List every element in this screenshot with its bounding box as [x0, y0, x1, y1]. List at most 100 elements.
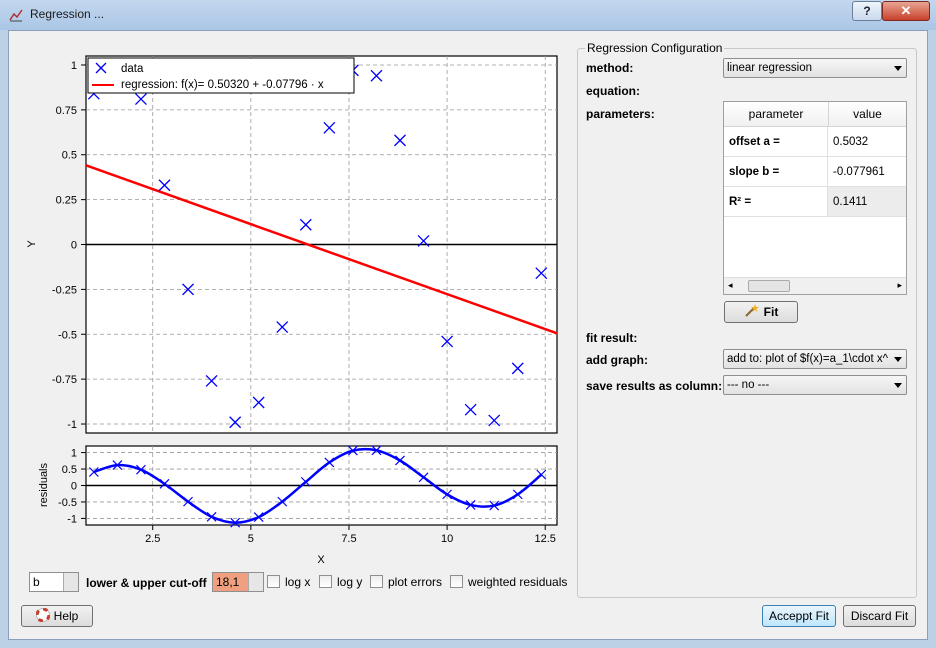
y-tick-label: 0.75	[56, 105, 77, 117]
add-graph-label: add graph:	[586, 353, 648, 367]
column-header-parameter[interactable]: parameter	[724, 102, 829, 127]
residual-point	[536, 469, 547, 480]
legend-data-marker	[95, 62, 107, 74]
window-title: Regression ...	[30, 7, 105, 21]
y-tick-label: 0.5	[62, 150, 77, 162]
method-select[interactable]: linear regression	[723, 58, 907, 78]
data-point	[323, 121, 336, 134]
residual-point	[230, 517, 241, 528]
regression-plot[interactable]: 1 0.75 0.5 0.25 0 -0.25 -0.5 -0.75 -1 1 0.5 0 -0.5 -…	[9, 31, 575, 571]
method-label: method:	[586, 61, 634, 75]
res-y-tick-label: -0.5	[58, 497, 77, 509]
residual-point	[88, 467, 99, 477]
table-scrollbar[interactable]: ◂ ▸	[724, 277, 906, 294]
y-tick-label: -0.5	[58, 329, 77, 341]
residual-point	[183, 496, 193, 507]
dialog-client: 1 0.75 0.5 0.25 0 -0.25 -0.5 -0.75 -1 1 0.5 0 -0.5 -…	[8, 30, 928, 640]
chevron-down-icon	[894, 66, 902, 71]
res-y-tick-label: 0	[71, 481, 77, 493]
data-point	[511, 362, 524, 375]
y-tick-label: 1	[71, 60, 77, 72]
y-tick-label: 0.25	[56, 195, 77, 207]
discard-fit-button[interactable]: Discard Fit	[843, 605, 916, 627]
data-point	[252, 396, 265, 409]
plot-errors-label: plot errors	[388, 575, 443, 589]
data-point	[417, 234, 430, 247]
plot-errors-checkbox[interactable]: plot errors	[370, 575, 442, 589]
spin-arrows-icon[interactable]	[248, 573, 263, 591]
help-button[interactable]: Help	[21, 605, 93, 627]
residual-point	[442, 489, 453, 500]
chevron-down-icon	[894, 357, 902, 362]
parameters-label: parameters:	[586, 107, 655, 121]
log-x-checkbox[interactable]: log x	[267, 575, 310, 589]
close-button[interactable]: ✕	[882, 1, 930, 21]
checkbox-icon	[319, 575, 332, 588]
residual-point	[206, 511, 217, 522]
residual-point	[371, 445, 382, 456]
fit-result-label: fit result:	[586, 331, 638, 345]
equation-label: equation:	[586, 84, 640, 98]
log-y-label: log y	[337, 575, 363, 589]
checkbox-icon	[370, 575, 383, 588]
legend-data-label: data	[121, 63, 144, 75]
param-value-offset[interactable]: 0.5032	[828, 127, 906, 157]
save-results-select[interactable]: --- no ---	[723, 375, 907, 395]
residual-point	[253, 512, 264, 523]
log-y-checkbox[interactable]: log y	[319, 575, 362, 589]
method-value: linear regression	[727, 62, 813, 74]
x-axis-label: X	[317, 554, 325, 566]
weighted-residuals-label: weighted residuals	[468, 575, 568, 589]
upper-cutoff-spinbox[interactable]: 18,1	[212, 572, 264, 592]
residual-point	[347, 445, 358, 456]
data-point	[394, 134, 406, 147]
y-axis-label: Y	[26, 240, 38, 248]
residual-point	[300, 476, 311, 487]
add-graph-value: add to: plot of $f(x)=a_1\cdot x^	[727, 353, 889, 365]
x-tick-label: 7.5	[341, 533, 356, 545]
residual-point	[395, 455, 405, 466]
save-results-label: save results as column:	[586, 379, 723, 393]
help-button-label: Help	[53, 609, 79, 623]
lower-cutoff-spinbox[interactable]: b	[29, 572, 79, 592]
param-name-slope: slope b =	[724, 157, 828, 187]
scroll-right-icon[interactable]: ▸	[897, 280, 902, 290]
cutoff-label: lower & upper cut-off	[86, 576, 207, 590]
title-bar: Regression ... ? ✕	[0, 0, 936, 30]
save-results-value: --- no ---	[727, 379, 770, 391]
residual-point	[512, 489, 523, 500]
weighted-residuals-checkbox[interactable]: weighted residuals	[450, 575, 567, 589]
accept-fit-button[interactable]: Acceppt Fit	[762, 605, 836, 627]
y-tick-label: -0.25	[52, 284, 77, 296]
checkbox-icon	[267, 575, 280, 588]
add-graph-select[interactable]: add to: plot of $f(x)=a_1\cdot x^	[723, 349, 907, 369]
data-point	[370, 69, 383, 82]
data-point	[134, 93, 147, 106]
regression-line	[85, 164, 558, 335]
x-tick-label: 10	[441, 533, 453, 545]
res-y-tick-label: 0.5	[62, 464, 77, 476]
fit-button[interactable]: Fit	[724, 301, 798, 323]
log-x-label: log x	[285, 575, 311, 589]
scroll-left-icon[interactable]: ◂	[728, 280, 733, 290]
spin-arrows-icon[interactable]	[63, 573, 78, 591]
residual-point	[136, 464, 146, 475]
legend-regression-label: regression: f(x)= 0.50320 + -0.07796 · x	[121, 79, 324, 91]
y-tick-label: -1	[67, 419, 77, 431]
scroll-thumb[interactable]	[748, 280, 790, 292]
app-icon	[9, 9, 23, 22]
residual-point	[489, 500, 500, 511]
chevron-down-icon	[894, 383, 902, 388]
parameters-table[interactable]: parameter value offset a = 0.5032 slope …	[723, 101, 907, 295]
column-header-value[interactable]: value	[829, 102, 906, 127]
param-value-slope[interactable]: -0.077961	[828, 157, 906, 187]
data-point	[158, 179, 171, 192]
data-point	[535, 267, 548, 280]
res-y-tick-label: 1	[71, 448, 77, 460]
param-value-r2[interactable]: 0.1411	[828, 187, 906, 217]
data-point	[182, 283, 195, 296]
data-point	[229, 416, 242, 429]
residual-point	[418, 472, 429, 483]
help-title-button[interactable]: ?	[852, 1, 882, 21]
residual-point	[277, 496, 288, 507]
